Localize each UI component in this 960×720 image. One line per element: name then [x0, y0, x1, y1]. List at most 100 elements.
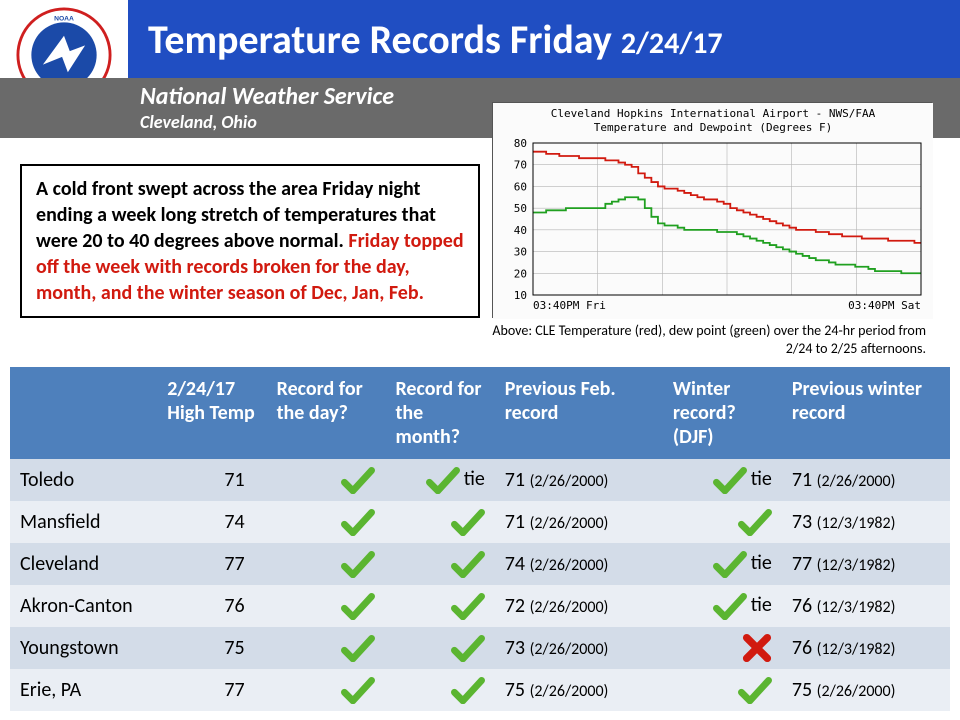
- month-record-cell: [385, 543, 494, 585]
- check-icon: [341, 467, 375, 493]
- check-icon: [713, 551, 747, 577]
- content-row: A cold front swept across the area Frida…: [0, 138, 960, 361]
- title-date: 2/24/17: [621, 25, 723, 62]
- city-cell: Mansfield: [10, 501, 157, 543]
- day-record-cell: [267, 543, 386, 585]
- prev-feb-cell: 75 (2/26/2000): [495, 669, 663, 711]
- prev-winter-cell: 71 (2/26/2000): [782, 459, 950, 501]
- check-icon: [451, 677, 485, 703]
- check-icon: [738, 677, 772, 703]
- check-icon: [341, 635, 375, 661]
- high-temp-cell: 71: [157, 459, 266, 501]
- day-record-cell: [267, 669, 386, 711]
- table-row: Akron-Canton76 72 (2/26/2000) tie 76 (12/3/…: [10, 585, 950, 627]
- tie-label: tie: [751, 593, 772, 617]
- table-row: Youngstown75 73 (2/26/2000) 76 (12/3/1982): [10, 627, 950, 669]
- svg-text:Temperature and Dewpoint (Degr: Temperature and Dewpoint (Degrees F): [594, 121, 832, 134]
- svg-text:Cleveland Hopkins Internationa: Cleveland Hopkins International Airport …: [551, 107, 876, 120]
- check-icon: [451, 635, 485, 661]
- prev-feb-cell: 71 (2/26/2000): [495, 459, 663, 501]
- prev-winter-cell: 76 (12/3/1982): [782, 585, 950, 627]
- high-temp-cell: 77: [157, 543, 266, 585]
- city-cell: Erie, PA: [10, 669, 157, 711]
- winter-record-cell: [663, 627, 782, 669]
- column-header: Record for the month?: [385, 367, 494, 459]
- prev-winter-cell: 76 (12/3/1982): [782, 627, 950, 669]
- city-cell: Youngstown: [10, 627, 157, 669]
- check-icon: [451, 593, 485, 619]
- column-header: [10, 367, 157, 459]
- blurb-box: A cold front swept across the area Frida…: [20, 164, 480, 318]
- day-record-cell: [267, 501, 386, 543]
- svg-text:80: 80: [514, 137, 527, 150]
- high-temp-cell: 76: [157, 585, 266, 627]
- check-icon: [738, 509, 772, 535]
- check-icon: [341, 509, 375, 535]
- table-row: Erie, PA77 75 (2/26/2000) 75 (2/26/2000): [10, 669, 950, 711]
- column-header: Record for the day?: [267, 367, 386, 459]
- high-temp-cell: 74: [157, 501, 266, 543]
- winter-record-cell: tie: [663, 543, 782, 585]
- svg-text:20: 20: [514, 267, 527, 280]
- high-temp-cell: 75: [157, 627, 266, 669]
- month-record-cell: [385, 669, 494, 711]
- tie-label: tie: [464, 467, 485, 491]
- day-record-cell: [267, 459, 386, 501]
- prev-feb-cell: 73 (2/26/2000): [495, 627, 663, 669]
- table-body: Toledo71 tie 71 (2/26/2000) tie 71 (2/26/200…: [10, 459, 950, 711]
- column-header: Winter record? (DJF): [663, 367, 782, 459]
- svg-text:60: 60: [514, 180, 527, 193]
- chart-wrap: Cleveland Hopkins International Airport …: [492, 102, 932, 357]
- check-icon: [451, 509, 485, 535]
- x-icon: [742, 633, 772, 663]
- column-header: Previous winter record: [782, 367, 950, 459]
- winter-record-cell: tie: [663, 459, 782, 501]
- winter-record-cell: tie: [663, 585, 782, 627]
- table-head: 2/24/17 High TempRecord for the day?Reco…: [10, 367, 950, 459]
- check-icon: [341, 551, 375, 577]
- prev-feb-cell: 72 (2/26/2000): [495, 585, 663, 627]
- svg-text:NOAA: NOAA: [54, 15, 74, 22]
- check-icon: [341, 593, 375, 619]
- check-icon: [713, 593, 747, 619]
- month-record-cell: [385, 585, 494, 627]
- svg-text:50: 50: [514, 202, 527, 215]
- column-header: 2/24/17 High Temp: [157, 367, 266, 459]
- table-row: Mansfield7471 (2/26/2000)73 (12/3/1982): [10, 501, 950, 543]
- prev-winter-cell: 73 (12/3/1982): [782, 501, 950, 543]
- temperature-chart: Cleveland Hopkins International Airport …: [492, 102, 932, 318]
- check-icon: [451, 551, 485, 577]
- high-temp-cell: 77: [157, 669, 266, 711]
- winter-record-cell: [663, 669, 782, 711]
- title-main: Temperature Records Friday: [148, 15, 612, 64]
- prev-winter-cell: 77 (12/3/1982): [782, 543, 950, 585]
- svg-text:70: 70: [514, 159, 527, 172]
- month-record-cell: [385, 501, 494, 543]
- tie-label: tie: [751, 467, 772, 491]
- table-row: Cleveland77 74 (2/26/2000) tie 77 (12/3/198…: [10, 543, 950, 585]
- column-header: Previous Feb. record: [495, 367, 663, 459]
- records-table: 2/24/17 High TempRecord for the day?Reco…: [10, 367, 950, 711]
- header-bar: NOAA Temperature Records Friday 2/24/17: [0, 0, 960, 78]
- svg-text:10: 10: [514, 289, 527, 302]
- winter-record-cell: [663, 501, 782, 543]
- check-icon: [713, 467, 747, 493]
- check-icon: [341, 677, 375, 703]
- chart-caption: Above: CLE Temperature (red), dew point …: [492, 318, 932, 357]
- svg-text:03:40PM Sat: 03:40PM Sat: [848, 299, 921, 312]
- city-cell: Cleveland: [10, 543, 157, 585]
- tie-label: tie: [751, 551, 772, 575]
- svg-text:40: 40: [514, 224, 527, 237]
- city-cell: Toledo: [10, 459, 157, 501]
- prev-feb-cell: 74 (2/26/2000): [495, 543, 663, 585]
- svg-text:03:40PM Fri: 03:40PM Fri: [533, 299, 606, 312]
- header-title: Temperature Records Friday 2/24/17: [148, 15, 723, 64]
- table-row: Toledo71 tie 71 (2/26/2000) tie 71 (2/26/200…: [10, 459, 950, 501]
- check-icon: [426, 467, 460, 493]
- month-record-cell: tie: [385, 459, 494, 501]
- day-record-cell: [267, 627, 386, 669]
- day-record-cell: [267, 585, 386, 627]
- prev-winter-cell: 75 (2/26/2000): [782, 669, 950, 711]
- month-record-cell: [385, 627, 494, 669]
- city-cell: Akron-Canton: [10, 585, 157, 627]
